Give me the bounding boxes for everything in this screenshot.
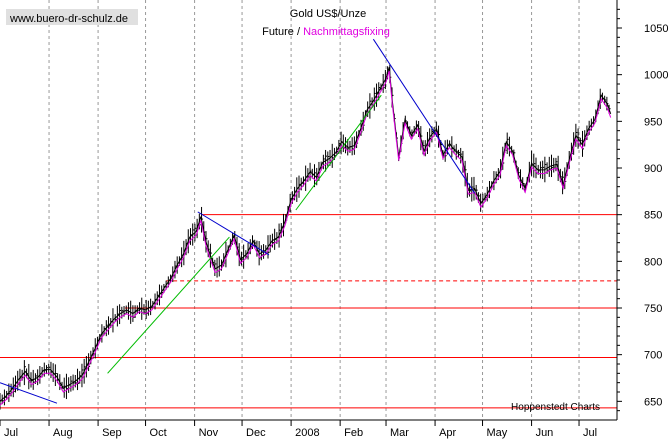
x-tick-label: Sep: [102, 427, 122, 439]
subtitle-future: Future /: [262, 26, 303, 38]
y-tick-label: 700: [644, 350, 662, 362]
x-tick-label: Aug: [53, 427, 73, 439]
x-tick-label: Mar: [390, 427, 409, 439]
grid-lines: [48, 0, 580, 420]
y-axis: 650 700 750 800 850 900 950 1000 1050: [617, 8, 668, 412]
watermark-text: www.buero-dr-schulz.de: [9, 13, 128, 25]
watermark-background: [6, 9, 138, 25]
trendline: [197, 211, 270, 256]
x-tick-label: May: [487, 427, 508, 439]
x-tick-label: Apr: [439, 427, 456, 439]
trendlines: [0, 38, 476, 404]
price-series: [0, 67, 612, 406]
y-tick-label: 900: [644, 163, 662, 175]
y-tick-label: 950: [644, 116, 662, 128]
x-tick-label: 2008: [295, 427, 319, 439]
trendline: [0, 382, 58, 404]
y-tick-label: 850: [644, 210, 662, 222]
chart-title: Gold US$/Unze: [290, 8, 366, 20]
future-line: [0, 67, 612, 402]
support-lines: [0, 214, 617, 409]
x-tick-label: Dec: [246, 427, 266, 439]
x-tick-label: Jul: [583, 427, 597, 439]
subtitle-fixing: Nachmittagsfixing: [303, 26, 390, 38]
x-tick-label: Jul: [4, 427, 18, 439]
x-tick-label: Nov: [199, 427, 219, 439]
trendline: [295, 94, 382, 211]
x-tick-label: Jun: [536, 427, 554, 439]
y-tick-label: 1050: [644, 23, 668, 35]
x-axis: Jul Aug Sep Oct Nov Dec 2008 Feb Mar Apr May Jun Jul: [0, 420, 597, 439]
y-tick-label: 650: [644, 396, 662, 408]
fixing-line: [0, 70, 612, 406]
y-tick-label: 800: [644, 256, 662, 268]
y-tick-label: 750: [644, 303, 662, 315]
source-label: Hoppenstedt Charts: [511, 402, 600, 413]
chart-subtitle: Future / Nachmittagsfixing: [262, 26, 390, 38]
x-tick-label: Oct: [150, 427, 167, 439]
x-tick-label: Feb: [344, 427, 363, 439]
y-tick-label: 1000: [644, 70, 668, 82]
trendline: [107, 236, 230, 374]
trendline: [372, 38, 476, 194]
plot-background: [0, 0, 617, 420]
